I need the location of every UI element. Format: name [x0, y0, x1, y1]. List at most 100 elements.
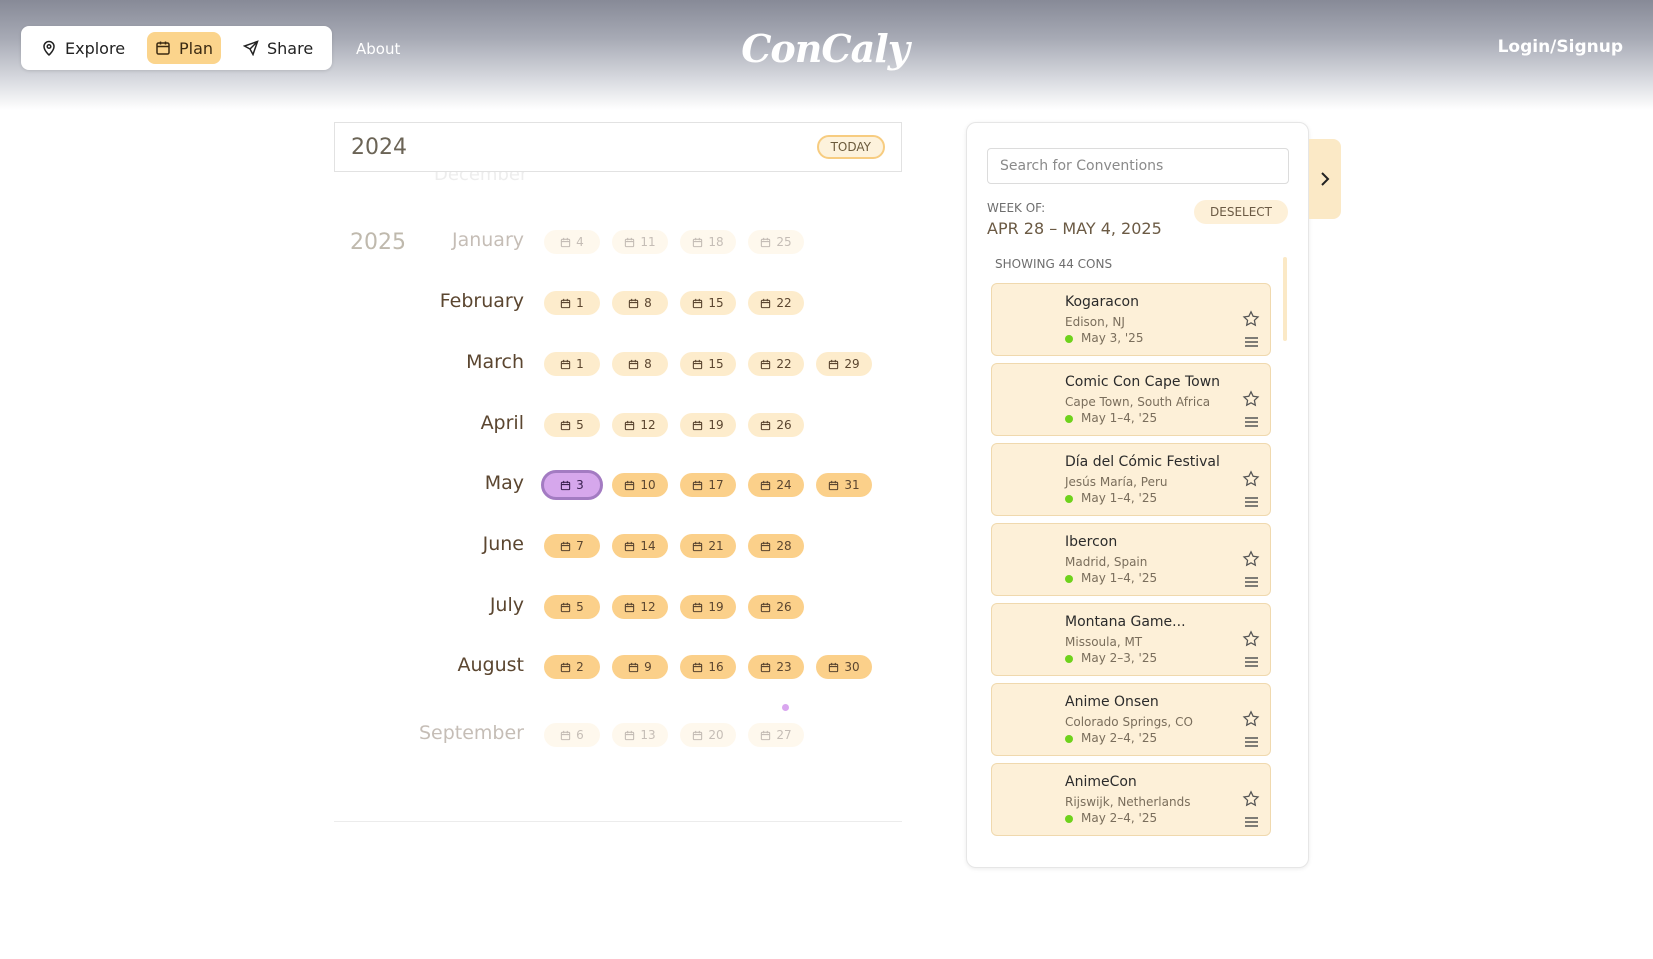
week-chip[interactable]: 1 [544, 352, 600, 376]
week-chip[interactable]: 18 [680, 230, 736, 254]
week-chip[interactable]: 20 [680, 723, 736, 747]
star-icon[interactable] [1242, 390, 1260, 408]
week-chip[interactable]: 16 [680, 655, 736, 679]
calendar-icon [560, 420, 571, 431]
nav-share-label: Share [267, 38, 314, 58]
week-chip[interactable]: 3 [541, 470, 603, 500]
today-button[interactable]: TODAY [816, 135, 885, 159]
menu-icon[interactable] [1244, 415, 1259, 429]
week-chip-label: 11 [640, 235, 656, 249]
week-chip[interactable]: 28 [748, 534, 804, 558]
status-dot [1065, 815, 1073, 823]
menu-icon[interactable] [1244, 735, 1259, 749]
panel-toggle-button[interactable] [1309, 139, 1341, 219]
week-chip[interactable]: 8 [612, 352, 668, 376]
convention-card[interactable]: Montana Game... Missoula, MT May 2–3, '25 [991, 603, 1271, 676]
week-chip-label: 13 [640, 728, 656, 742]
nav-share[interactable]: Share [235, 32, 321, 64]
week-chip[interactable]: 1 [544, 291, 600, 315]
convention-date: May 2–4, '25 [1081, 731, 1158, 745]
week-chip-label: 7 [576, 539, 584, 553]
menu-icon[interactable] [1244, 655, 1259, 669]
week-chip[interactable]: 27 [748, 723, 804, 747]
nav-explore[interactable]: Explore [33, 32, 133, 64]
week-chip[interactable]: 15 [680, 352, 736, 376]
week-chip-label: 22 [776, 357, 792, 371]
week-chip[interactable]: 10 [612, 473, 668, 497]
calendar-icon [828, 662, 839, 673]
star-icon[interactable] [1242, 470, 1260, 488]
month-name: August [457, 654, 525, 676]
convention-card[interactable]: Ibercon Madrid, Spain May 1–4, '25 [991, 523, 1271, 596]
convention-card[interactable]: AnimeCon Rijswijk, Netherlands May 2–4, '2… [991, 763, 1271, 836]
menu-icon[interactable] [1244, 815, 1259, 829]
calendar-icon [560, 480, 571, 491]
search-input[interactable] [987, 148, 1289, 184]
week-chip[interactable]: 13 [612, 723, 668, 747]
week-chip[interactable]: 9 [612, 655, 668, 679]
calendar-icon [624, 730, 635, 741]
week-chip-label: 16 [708, 660, 724, 674]
convention-list[interactable]: Kogaracon Edison, NJ May 3, '25 Comic Con C… [991, 283, 1273, 843]
week-chip[interactable]: 22 [748, 352, 804, 376]
convention-card[interactable]: Día del Cómic Festival Jesús María, Peru M… [991, 443, 1271, 516]
week-chip[interactable]: 2 [544, 655, 600, 679]
star-icon[interactable] [1242, 310, 1260, 328]
convention-location: Edison, NJ [1065, 315, 1125, 329]
week-chip-label: 27 [776, 728, 792, 742]
week-chip[interactable]: 23 [748, 655, 804, 679]
week-chip[interactable]: 24 [748, 473, 804, 497]
week-chip[interactable]: 22 [748, 291, 804, 315]
logo[interactable]: ConCaly [741, 26, 910, 71]
week-chip[interactable]: 5 [544, 413, 600, 437]
star-icon[interactable] [1242, 550, 1260, 568]
week-chip[interactable]: 29 [816, 352, 872, 376]
week-chip[interactable]: 25 [748, 230, 804, 254]
week-chip[interactable]: 21 [680, 534, 736, 558]
menu-icon[interactable] [1244, 335, 1259, 349]
convention-card[interactable]: Comic Con Cape Town Cape Town, South Afri… [991, 363, 1271, 436]
week-chip[interactable]: 30 [816, 655, 872, 679]
calendar-icon [628, 298, 639, 309]
week-chip-label: 8 [644, 357, 652, 371]
week-chip-label: 6 [576, 728, 584, 742]
week-chip[interactable]: 14 [612, 534, 668, 558]
week-chip[interactable]: 15 [680, 291, 736, 315]
week-chip[interactable]: 4 [544, 230, 600, 254]
week-chip[interactable]: 19 [680, 413, 736, 437]
list-scrollbar[interactable] [1283, 257, 1287, 341]
week-chip[interactable]: 7 [544, 534, 600, 558]
convention-card[interactable]: Anime Onsen Colorado Springs, CO May 2–4, … [991, 683, 1271, 756]
week-chip[interactable]: 26 [748, 595, 804, 619]
week-chip-label: 19 [708, 418, 724, 432]
calendar-icon [828, 359, 839, 370]
menu-icon[interactable] [1244, 575, 1259, 589]
map-pin-icon [43, 40, 55, 56]
deselect-button[interactable]: DESELECT [1194, 200, 1288, 224]
week-chip[interactable]: 19 [680, 595, 736, 619]
about-link[interactable]: About [356, 40, 401, 58]
week-chip[interactable]: 12 [612, 413, 668, 437]
week-chip[interactable]: 6 [544, 723, 600, 747]
nav-plan[interactable]: Plan [147, 32, 222, 64]
convention-card[interactable]: Kogaracon Edison, NJ May 3, '25 [991, 283, 1271, 356]
menu-icon[interactable] [1244, 495, 1259, 509]
week-chip-label: 15 [708, 296, 724, 310]
week-chip[interactable]: 17 [680, 473, 736, 497]
week-chip[interactable]: 11 [612, 230, 668, 254]
calendar-icon [628, 662, 639, 673]
star-icon[interactable] [1242, 790, 1260, 808]
login-signup-link[interactable]: Login/Signup [1497, 37, 1623, 57]
star-icon[interactable] [1242, 630, 1260, 648]
week-chip[interactable]: 26 [748, 413, 804, 437]
week-chip[interactable]: 5 [544, 595, 600, 619]
week-chip[interactable]: 12 [612, 595, 668, 619]
star-icon[interactable] [1242, 710, 1260, 728]
calendar-scroll[interactable]: December 2025 January 4 11 18 25 February 1 8 15… [334, 164, 902, 822]
calendar-icon [560, 602, 571, 613]
month-row: January 4 11 18 25 [334, 226, 902, 256]
week-chip[interactable]: 8 [612, 291, 668, 315]
convention-date: May 2–3, '25 [1081, 651, 1158, 665]
week-chip-label: 30 [844, 660, 860, 674]
week-chip[interactable]: 31 [816, 473, 872, 497]
